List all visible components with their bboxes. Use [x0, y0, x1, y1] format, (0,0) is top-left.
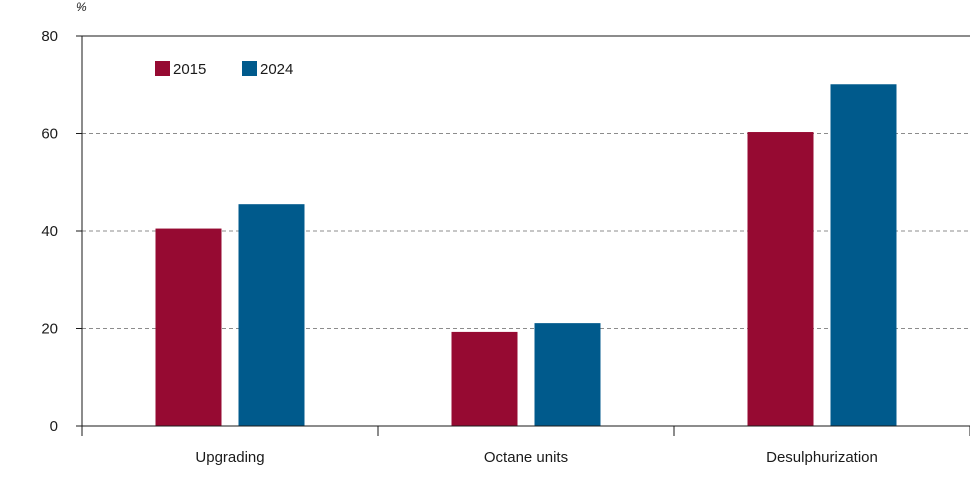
bar-2015-desulphurization	[747, 132, 814, 426]
legend-swatch-2024	[242, 61, 257, 76]
y-axis-unit-label: %	[76, 0, 87, 14]
x-category-label: Octane units	[484, 449, 568, 466]
bar-2024-octane-units	[534, 323, 601, 426]
x-category-label: Upgrading	[195, 449, 264, 466]
bar-2015-upgrading	[155, 228, 222, 426]
x-category-label: Desulphurization	[766, 449, 878, 466]
axes: 0 20 40 60 80 Upgrading Octane units Desulphuri…	[41, 28, 970, 466]
y-tick-label-60: 60	[41, 126, 58, 143]
legend-label-2015: 2015	[173, 61, 206, 78]
y-tick-label-0: 0	[50, 418, 58, 435]
y-tick-label-40: 40	[41, 223, 58, 240]
y-tick-label-80: 80	[41, 28, 58, 45]
y-tick-label-20: 20	[41, 321, 58, 338]
legend-label-2024: 2024	[260, 61, 293, 78]
bar-2015-octane-units	[451, 331, 518, 426]
bar-2024-desulphurization	[830, 84, 897, 426]
bars	[155, 84, 897, 426]
gridlines	[82, 35, 970, 329]
bar-2024-upgrading	[238, 204, 305, 426]
legend: 2015 2024	[155, 61, 293, 78]
legend-swatch-2015	[155, 61, 170, 76]
